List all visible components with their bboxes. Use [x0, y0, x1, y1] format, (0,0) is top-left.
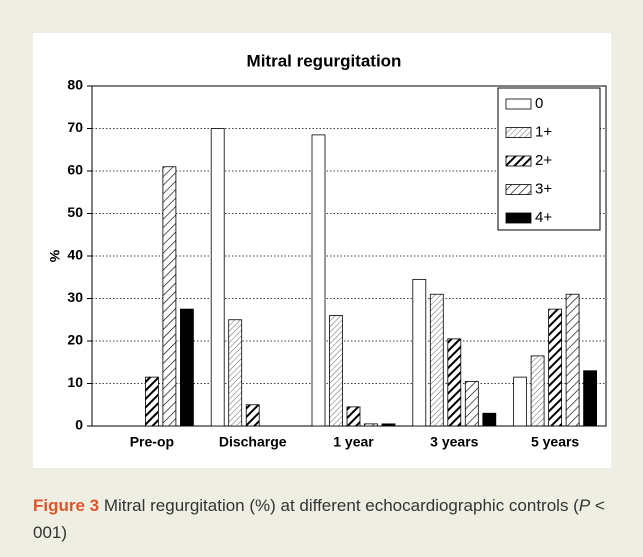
y-tick-label: 80: [67, 77, 83, 93]
legend-label: 0: [535, 95, 543, 112]
y-axis-label: %: [47, 249, 63, 262]
bar: [210, 128, 225, 427]
bar: [311, 134, 326, 427]
y-tick-label: 30: [67, 289, 83, 305]
bar: [381, 423, 396, 427]
y-tick-label: 50: [67, 204, 83, 220]
bar: [162, 166, 177, 427]
bar: [179, 308, 194, 427]
x-tick-label: Pre-op: [130, 434, 174, 450]
legend-label: 2+: [535, 152, 552, 169]
x-tick-label: 3 years: [430, 434, 478, 450]
legend-swatch: [505, 212, 532, 224]
legend-swatch: [505, 98, 532, 110]
bar: [329, 315, 343, 427]
x-tick-label: 1 year: [333, 434, 374, 450]
bar: [447, 338, 462, 427]
y-tick-label: 20: [67, 332, 83, 348]
bar: [464, 380, 479, 427]
bar: [513, 376, 527, 427]
bar: [346, 406, 361, 427]
bar: [364, 423, 378, 427]
caption-text: < 001): [33, 496, 605, 542]
caption-text: Mitral regurgitation (%) at different ec…: [103, 496, 579, 515]
y-tick-label: 10: [67, 374, 83, 390]
bar: [482, 412, 497, 427]
y-tick-label: 40: [67, 247, 83, 263]
bar: [548, 308, 562, 427]
chart: Mitral regurgitation % 0 10 20 30 40 50 60 70 80…: [47, 51, 607, 450]
chart-title: Mitral regurgitation: [247, 51, 402, 70]
legend-label: 4+: [535, 209, 552, 226]
caption: Figure 3 Mitral regurgitation (%) at dif…: [33, 492, 611, 546]
bar: [144, 376, 159, 427]
bar: [530, 355, 545, 427]
legend-swatch: [505, 184, 532, 195]
y-tick-label: 0: [75, 417, 83, 433]
bar: [228, 319, 243, 427]
bar: [412, 278, 427, 427]
y-tick-label: 70: [67, 119, 83, 135]
legend-label: 1+: [535, 123, 552, 140]
bar: [565, 293, 580, 427]
legend-label: 3+: [535, 180, 552, 197]
x-tick-label: 5 years: [531, 434, 579, 450]
caption-italic: P: [578, 496, 591, 515]
y-tick-label: 60: [67, 162, 83, 178]
legend-swatch: [505, 155, 532, 167]
caption-label: Figure 3: [33, 496, 100, 515]
bar: [429, 293, 444, 427]
bar: [245, 404, 260, 427]
legend-swatch: [505, 127, 532, 138]
x-tick-label: Discharge: [219, 434, 287, 450]
bar: [583, 370, 597, 427]
